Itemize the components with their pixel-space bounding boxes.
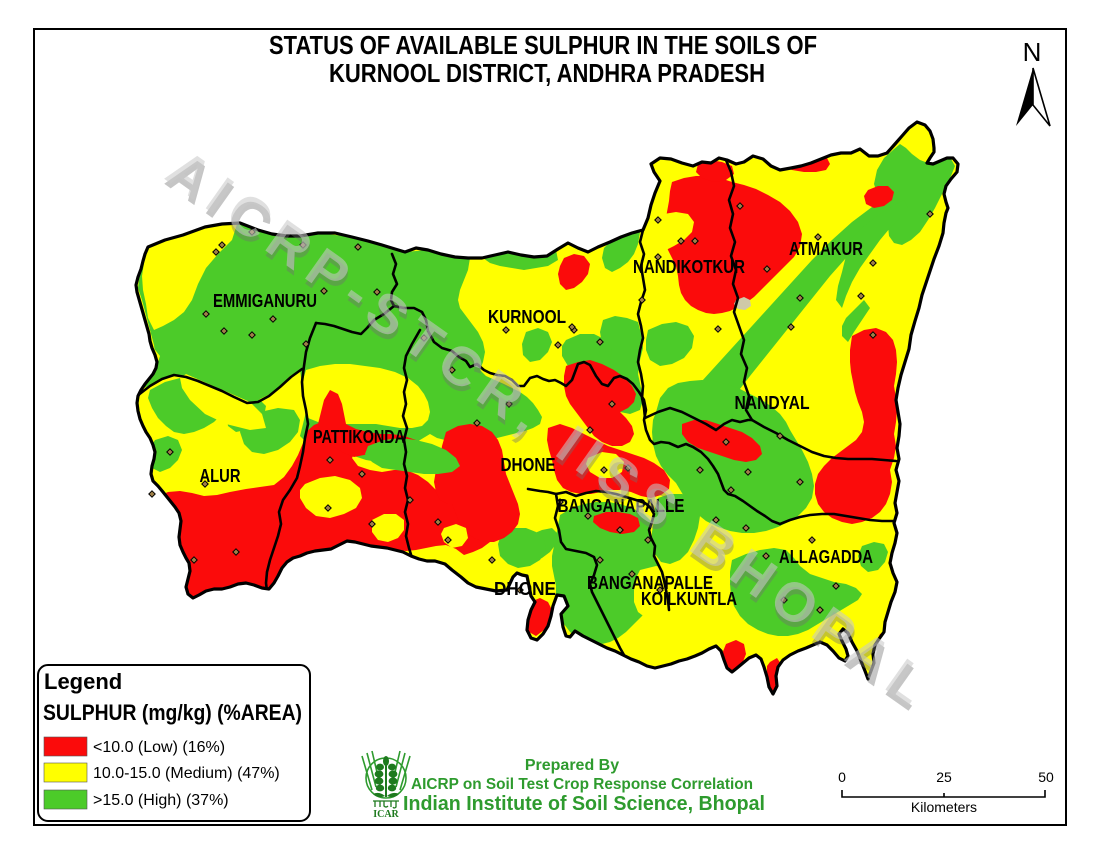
svg-text:KURNOOL: KURNOOL xyxy=(488,307,566,327)
svg-text:ICAR: ICAR xyxy=(373,809,399,820)
svg-text:SULPHUR (mg/kg) (%AREA): SULPHUR (mg/kg) (%AREA) xyxy=(43,700,302,725)
svg-text:Kilometers: Kilometers xyxy=(911,799,977,815)
svg-text:ALLAGADDA: ALLAGADDA xyxy=(779,547,873,567)
svg-text:25: 25 xyxy=(936,769,952,785)
svg-text:KURNOOL DISTRICT, ANDHRA PRADE: KURNOOL DISTRICT, ANDHRA PRADESH xyxy=(329,58,765,88)
svg-text:ALUR: ALUR xyxy=(200,466,241,486)
svg-text:50: 50 xyxy=(1038,769,1054,785)
svg-text:DHONE: DHONE xyxy=(494,579,556,599)
svg-text:ATMAKUR: ATMAKUR xyxy=(789,239,863,259)
svg-text:BANGANAPALLE: BANGANAPALLE xyxy=(558,496,685,516)
svg-text:>15.0 (High) (37%): >15.0 (High) (37%) xyxy=(93,792,229,809)
svg-text:0: 0 xyxy=(838,769,846,785)
svg-text:Indian Institute of Soil Scien: Indian Institute of Soil Science, Bhopal xyxy=(403,793,765,815)
svg-text:N: N xyxy=(1023,37,1042,67)
svg-text:Prepared By: Prepared By xyxy=(525,757,619,774)
svg-text:DHONE: DHONE xyxy=(501,455,556,475)
svg-text:STATUS OF AVAILABLE SULPHUR IN: STATUS OF AVAILABLE SULPHUR IN THE SOILS… xyxy=(269,30,817,60)
svg-text:KOILKUNTLA: KOILKUNTLA xyxy=(641,589,737,609)
svg-text:NANDIKOTKUR: NANDIKOTKUR xyxy=(633,257,745,277)
svg-text:BANGANAPALLE: BANGANAPALLE xyxy=(587,573,713,593)
svg-text:Legend: Legend xyxy=(44,669,122,694)
svg-text:AICRP on Soil Test Crop Respon: AICRP on Soil Test Crop Response Correla… xyxy=(411,776,753,793)
svg-text:EMMIGANURU: EMMIGANURU xyxy=(213,291,317,311)
svg-text:<10.0 (Low) (16%): <10.0 (Low) (16%) xyxy=(93,739,225,756)
svg-text:10.0-15.0 (Medium) (47%): 10.0-15.0 (Medium) (47%) xyxy=(93,765,280,782)
svg-text:NANDYAL: NANDYAL xyxy=(735,393,810,413)
svg-text:PATTIKONDA: PATTIKONDA xyxy=(313,427,405,447)
